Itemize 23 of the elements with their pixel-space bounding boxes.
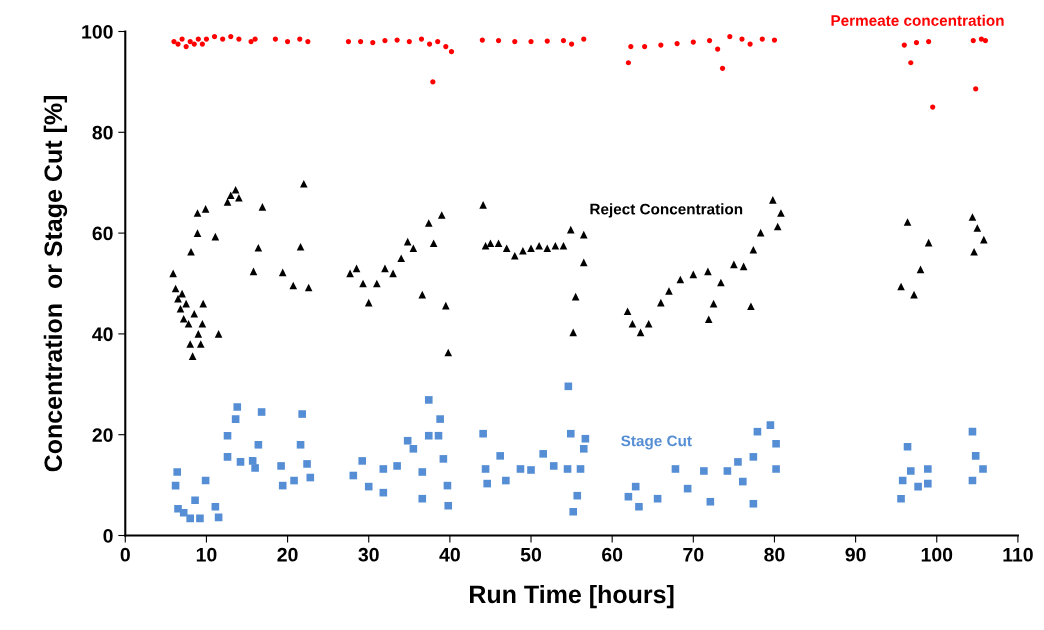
- y-tick-label: 100: [82, 24, 113, 39]
- x-tick-label: 30: [358, 547, 379, 562]
- series-label: Permeate concentration: [831, 14, 1004, 26]
- x-tick-label: 0: [120, 547, 130, 562]
- x-tick-label: 80: [764, 547, 785, 562]
- x-tick-label: 50: [520, 547, 542, 562]
- x-tick-label: 110: [1003, 547, 1033, 562]
- y-tick-label: 0: [103, 528, 113, 543]
- y-tick-label: 40: [92, 327, 113, 342]
- y-tick-label: 80: [92, 125, 113, 140]
- x-axis-title: Run Time [hours]: [470, 584, 674, 609]
- x-tick-label: 20: [277, 547, 298, 562]
- x-tick-label: 70: [683, 547, 704, 562]
- x-tick-label: 10: [196, 547, 217, 562]
- series-label: Reject Concentration: [590, 203, 743, 218]
- y-tick-label: 60: [92, 226, 113, 241]
- x-tick-label: 90: [845, 547, 866, 562]
- x-tick-label: 40: [439, 547, 460, 562]
- y-axis-title: Concentration or Stage Cut [%]: [43, 96, 68, 472]
- series-label: Stage Cut: [621, 435, 692, 450]
- x-tick-label: 60: [602, 547, 623, 562]
- y-tick-label: 20: [92, 428, 113, 442]
- x-tick-label: 100: [921, 547, 953, 562]
